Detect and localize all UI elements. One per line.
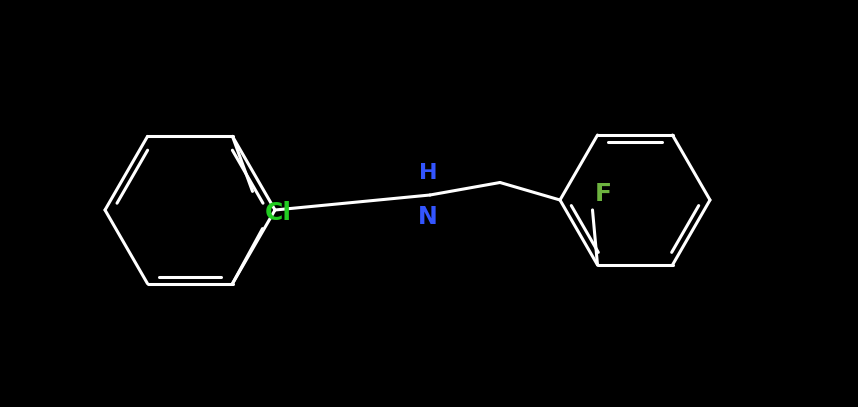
Text: Cl: Cl	[264, 201, 292, 225]
Text: H: H	[419, 163, 438, 183]
Text: F: F	[595, 182, 612, 206]
Text: N: N	[418, 205, 438, 229]
